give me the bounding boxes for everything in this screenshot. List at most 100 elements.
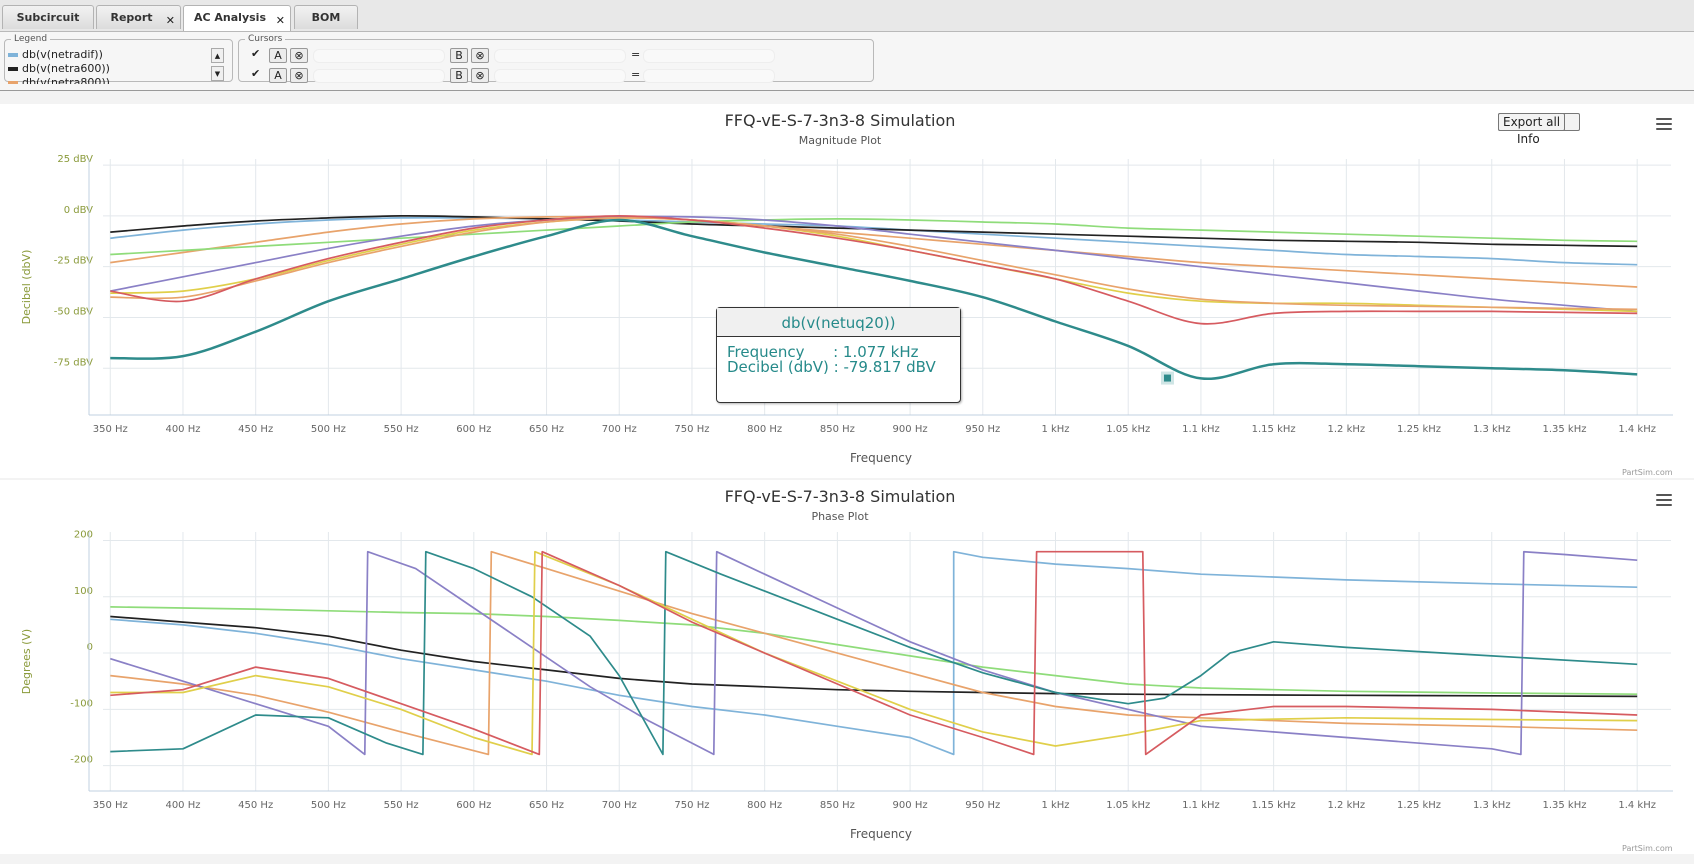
cursor-b-field[interactable]	[494, 69, 626, 83]
x-tick-label: 600 Hz	[456, 424, 491, 435]
legend-swatch	[8, 67, 18, 71]
plot-area: 350 Hz 400 Hz 450 Hz 500 Hz 550 Hz 600 Hz 650 …	[20, 529, 1673, 841]
cursor-diff-field	[643, 49, 775, 63]
legend-scroll-up-button[interactable]: ▲	[211, 48, 224, 63]
x-tick-label: 1.3 kHz	[1473, 800, 1511, 811]
x-tick-label: 1 kHz	[1041, 800, 1069, 811]
y-tick-label: -50 dBV	[54, 306, 93, 317]
x-tick-label: 950 Hz	[965, 424, 1000, 435]
cursors-panel-title: Cursors	[248, 34, 283, 44]
tab-report[interactable]: Report ✕	[96, 5, 181, 29]
x-tick-label: 800 Hz	[747, 800, 782, 811]
legend-item[interactable]: db(v(netra600))	[8, 62, 208, 76]
cursor-a-field[interactable]	[313, 49, 445, 63]
close-icon[interactable]: ✕	[165, 14, 175, 27]
cursor-checkbox[interactable]: ✔	[251, 67, 261, 80]
x-tick-label: 750 Hz	[674, 800, 709, 811]
x-axis-title: Frequency	[850, 451, 912, 465]
legend-item-label: db(v(netra600))	[22, 62, 110, 75]
tab-ac-analysis[interactable]: AC Analysis ✕	[183, 5, 291, 31]
legend-swatch	[8, 53, 18, 57]
series-line	[110, 215, 1638, 248]
series-line	[110, 550, 1638, 756]
hover-marker	[1160, 371, 1174, 385]
close-icon[interactable]: ✕	[275, 14, 285, 27]
x-tick-label: 900 Hz	[893, 424, 928, 435]
y-tick-label: -100	[70, 698, 93, 709]
x-tick-label: 1.2 kHz	[1328, 800, 1366, 811]
cursor-diff-field	[643, 69, 775, 83]
x-tick-label: 500 Hz	[311, 800, 346, 811]
tab-label: Report	[110, 11, 153, 24]
tab-subcircuit[interactable]: Subcircuit	[2, 5, 94, 29]
cursors-panel: Cursors ✔ A ⊗ B ⊗ = ✔ A ⊗ B ⊗ =	[238, 34, 874, 83]
legend-panel: Legend db(v(netradif)) db(v(netra600)) d…	[4, 34, 233, 84]
series-line	[110, 550, 1638, 756]
tab-label: AC Analysis	[194, 11, 266, 24]
series-line	[110, 216, 1638, 266]
tab-label: BOM	[311, 11, 341, 24]
series-line	[110, 218, 1638, 256]
chart-title: FFQ-vE-S-7-3n3-8 Simulation	[724, 487, 956, 506]
equals-sign: =	[631, 68, 641, 81]
cursor-a-button[interactable]: A	[269, 68, 287, 83]
remove-icon[interactable]: ⊗	[290, 68, 308, 83]
menu-icon[interactable]	[1656, 118, 1672, 131]
x-tick-label: 450 Hz	[238, 424, 273, 435]
x-tick-label: 700 Hz	[602, 424, 637, 435]
cursor-b-field[interactable]	[494, 49, 626, 63]
tooltip-body: Frequency : 1.077 kHz Decibel (dbV) : -79…	[717, 337, 960, 383]
phase-chart: 350 Hz 400 Hz 450 Hz 500 Hz 550 Hz 600 Hz 650 …	[0, 480, 1694, 854]
y-tick-label: 0 dBV	[64, 205, 93, 216]
series-line	[110, 550, 1638, 756]
remove-icon[interactable]: ⊗	[290, 48, 308, 63]
series-line	[110, 215, 1638, 313]
series-line	[110, 216, 1638, 311]
controls-strip: Legend db(v(netradif)) db(v(netra600)) d…	[0, 32, 1694, 91]
x-tick-label: 1.4 kHz	[1618, 424, 1656, 435]
y-axis-title: Degrees (V)	[20, 629, 33, 694]
x-tick-label: 1.35 kHz	[1542, 424, 1586, 435]
cursor-a-field[interactable]	[313, 69, 445, 83]
remove-icon[interactable]: ⊗	[471, 48, 489, 63]
menu-icon[interactable]	[1656, 494, 1672, 507]
x-tick-label: 950 Hz	[965, 800, 1000, 811]
y-tick-label: -75 dBV	[54, 357, 93, 368]
tab-bom[interactable]: BOM	[294, 5, 358, 29]
legend-item[interactable]: db(v(netra800))	[8, 76, 208, 84]
x-tick-label: 1.1 kHz	[1182, 424, 1220, 435]
cursor-row: ✔ A ⊗ B ⊗ =	[245, 48, 865, 64]
tooltip-series: db(v(netuq20))	[717, 308, 960, 337]
remove-icon[interactable]: ⊗	[471, 68, 489, 83]
y-tick-label: 25 dBV	[57, 154, 93, 165]
tab-bar: Subcircuit Report ✕ AC Analysis ✕ BOM	[0, 0, 1694, 32]
phase-plot-svg[interactable]: 350 Hz 400 Hz 450 Hz 500 Hz 550 Hz 600 Hz 650 …	[0, 480, 1694, 854]
cursor-a-button[interactable]: A	[269, 48, 287, 63]
x-tick-label: 650 Hz	[529, 800, 564, 811]
series-line	[110, 215, 1638, 325]
x-tick-label: 1.1 kHz	[1182, 800, 1220, 811]
x-tick-label: 800 Hz	[747, 424, 782, 435]
x-tick-label: 550 Hz	[384, 424, 419, 435]
x-tick-label: 700 Hz	[602, 800, 637, 811]
series-line	[110, 550, 1638, 756]
cursor-checkbox[interactable]: ✔	[251, 47, 261, 60]
x-tick-label: 650 Hz	[529, 424, 564, 435]
credit-text: PartSim.com	[1622, 844, 1673, 853]
tab-label: Subcircuit	[16, 11, 80, 24]
cursor-b-button[interactable]: B	[450, 48, 468, 63]
magnitude-plot-svg[interactable]: 350 Hz 400 Hz 450 Hz 500 Hz 550 Hz 600 Hz 650 …	[0, 104, 1694, 478]
x-tick-label: 1.25 kHz	[1397, 424, 1441, 435]
x-tick-label: 1.15 kHz	[1252, 800, 1296, 811]
x-tick-label: 1.2 kHz	[1328, 424, 1366, 435]
legend-scroll-down-button[interactable]: ▼	[211, 66, 224, 81]
y-tick-label: 200	[74, 529, 93, 540]
x-tick-label: 1.15 kHz	[1252, 424, 1296, 435]
x-tick-label: 1.4 kHz	[1618, 800, 1656, 811]
x-tick-label: 850 Hz	[820, 800, 855, 811]
legend-item[interactable]: db(v(netradif))	[8, 48, 208, 62]
export-all-button[interactable]: Export all	[1498, 113, 1566, 131]
chart-subtitle: Phase Plot	[811, 510, 869, 523]
cursor-b-button[interactable]: B	[450, 68, 468, 83]
series-line	[110, 550, 1638, 756]
